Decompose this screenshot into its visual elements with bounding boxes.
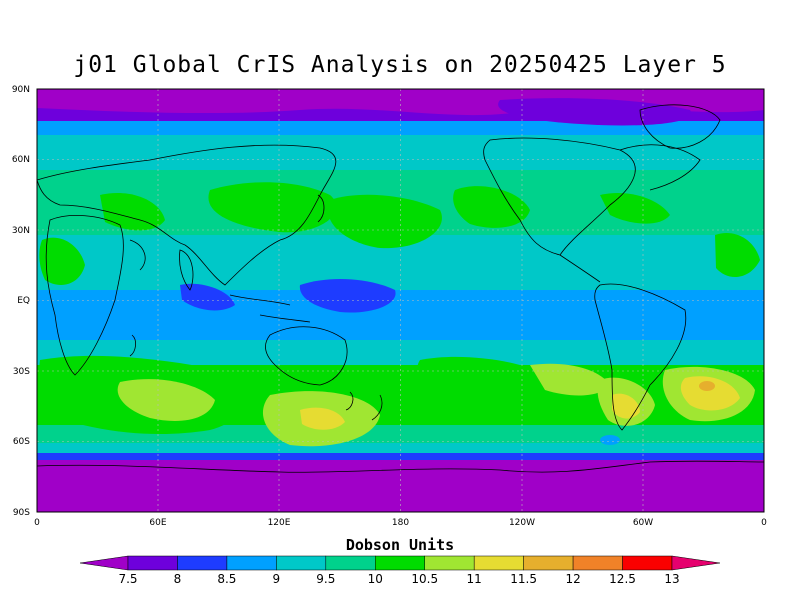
colorbar-tick-label: 9 <box>273 572 281 586</box>
colorbar-tick-label: 7.5 <box>118 572 137 586</box>
colorbar-swatch <box>375 555 425 571</box>
lon-tick-label: 180 <box>392 518 409 528</box>
colorbar-title: Dobson Units <box>345 536 455 554</box>
colorbar-swatch <box>177 555 228 571</box>
map-frame <box>36 88 765 513</box>
colorbar-swatch <box>424 555 475 571</box>
colorbar-tick-label: 9.5 <box>316 572 335 586</box>
colorbar-swatch <box>473 555 524 571</box>
lon-tick-label: 120E <box>268 518 291 528</box>
ozone-field <box>37 89 764 512</box>
lat-tick-label: 60S <box>13 437 30 447</box>
lat-tick-label: 30S <box>13 367 30 377</box>
colorbar-over-triangle <box>671 555 721 571</box>
lon-tick-label: 0 <box>34 518 40 528</box>
colorbar-swatch <box>572 555 623 571</box>
colorbar-tick-label: 8.5 <box>217 572 236 586</box>
lon-axis: 0 60E 120E 180 120W 60W 0 <box>34 518 767 528</box>
lon-tick-label: 0 <box>761 518 767 528</box>
lat-axis: 90N 60N 30N EQ 30S 60S 90S <box>12 85 30 518</box>
colorbar-tick-label: 13 <box>664 572 679 586</box>
lat-tick-label: EQ <box>17 296 30 306</box>
colorbar-swatch <box>226 555 277 571</box>
colorbar-tick-label: 8 <box>174 572 182 586</box>
colorbar-tick-label: 12.5 <box>609 572 636 586</box>
colorbar-tick-label: 11.5 <box>510 572 537 586</box>
lat-tick-label: 90N <box>12 85 30 95</box>
colorbar-swatch <box>127 555 178 571</box>
lon-tick-label: 60E <box>149 518 166 528</box>
colorbar-swatch <box>622 555 673 571</box>
colorbar-tick-label: 10.5 <box>411 572 438 586</box>
map-title: j01 Global CrIS Analysis on 20250425 Lay… <box>73 52 727 78</box>
colorbar-tick-label: 10 <box>368 572 383 586</box>
lon-tick-label: 60W <box>633 518 653 528</box>
colorbar-under-triangle <box>79 555 129 571</box>
lat-tick-label: 90S <box>13 508 30 518</box>
colorbar-tick-label: 12 <box>565 572 580 586</box>
colorbar-swatch <box>276 555 327 571</box>
lat-tick-label: 60N <box>12 155 30 165</box>
colorbar-tick-label: 11 <box>467 572 482 586</box>
lat-tick-label: 30N <box>12 226 30 236</box>
lon-tick-label: 120W <box>509 518 535 528</box>
coastlines <box>37 104 764 473</box>
colorbar-swatch <box>523 555 574 571</box>
colorbar: 7.5 8 8.5 9 9.5 10 10.5 11 11.5 12 12.5 13 <box>79 555 721 586</box>
colorbar-swatch <box>325 555 376 571</box>
